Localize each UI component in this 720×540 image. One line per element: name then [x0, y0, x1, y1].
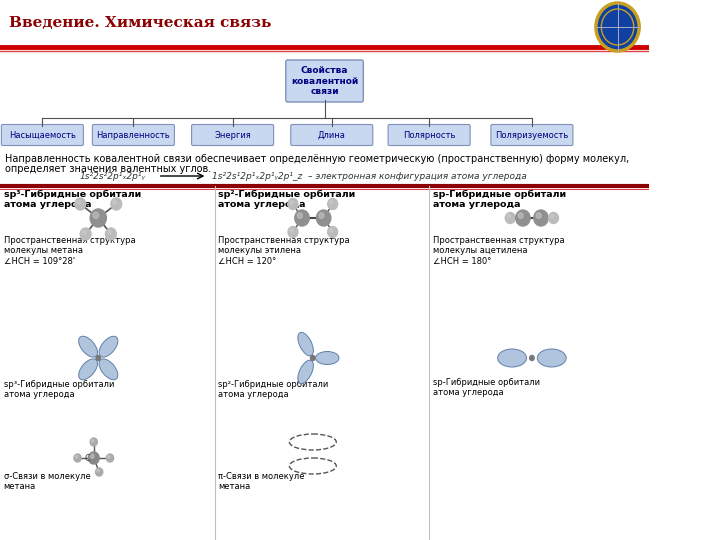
Text: sp-Гибридные орбитали
атома углерода: sp-Гибридные орбитали атома углерода — [433, 190, 566, 210]
Text: 1s²2s²2p¹ₓ2p¹ᵧ: 1s²2s²2p¹ₓ2p¹ᵧ — [80, 172, 145, 181]
Circle shape — [96, 469, 99, 472]
Circle shape — [530, 355, 534, 361]
FancyBboxPatch shape — [286, 60, 364, 102]
Circle shape — [89, 452, 99, 464]
Circle shape — [90, 454, 94, 458]
Circle shape — [107, 230, 111, 234]
Ellipse shape — [99, 359, 118, 380]
Text: определяет значения валентных углов.: определяет значения валентных углов. — [6, 164, 212, 174]
Circle shape — [319, 213, 324, 218]
Ellipse shape — [298, 333, 313, 356]
Text: Поляризуемость: Поляризуемость — [495, 131, 569, 139]
Circle shape — [93, 212, 99, 219]
Text: Полярность: Полярность — [403, 131, 455, 139]
Circle shape — [297, 213, 302, 218]
Circle shape — [330, 200, 333, 204]
Text: sp³-Гибридные орбитали
атома углерода: sp³-Гибридные орбитали атома углерода — [4, 380, 114, 400]
Text: Направленность ковалентной связи обеспечивает определённую геометрическую (прост: Направленность ковалентной связи обеспеч… — [6, 154, 630, 164]
Circle shape — [289, 200, 293, 204]
FancyBboxPatch shape — [1, 125, 84, 145]
Text: Энергия: Энергия — [215, 131, 251, 139]
Circle shape — [96, 468, 103, 476]
Circle shape — [294, 210, 309, 226]
FancyBboxPatch shape — [388, 125, 470, 145]
Circle shape — [316, 210, 331, 226]
Text: Введение. Химическая связь: Введение. Химическая связь — [9, 16, 271, 30]
Text: Направленность: Направленность — [96, 131, 170, 139]
Ellipse shape — [78, 336, 97, 357]
Text: C: C — [85, 454, 91, 463]
Circle shape — [596, 3, 639, 51]
Circle shape — [288, 199, 298, 210]
Text: sp³-Гибридные орбитали
атома углерода: sp³-Гибридные орбитали атома углерода — [4, 190, 141, 210]
Circle shape — [328, 199, 338, 210]
Circle shape — [288, 226, 298, 238]
FancyBboxPatch shape — [192, 125, 274, 145]
Text: sp-Гибридные орбитали
атома углерода: sp-Гибридные орбитали атома углерода — [433, 378, 540, 397]
Text: σ-Связи в молекуле
метана: σ-Связи в молекуле метана — [4, 472, 90, 491]
Text: sp²-Гибридные орбитали
атома углерода: sp²-Гибридные орбитали атома углерода — [218, 190, 356, 210]
Ellipse shape — [99, 336, 118, 357]
Circle shape — [113, 200, 117, 204]
Circle shape — [90, 438, 97, 446]
Circle shape — [289, 228, 293, 232]
FancyBboxPatch shape — [92, 125, 174, 145]
Ellipse shape — [315, 352, 339, 365]
Text: Свойства
ковалентной
связи: Свойства ковалентной связи — [291, 66, 358, 96]
FancyBboxPatch shape — [491, 125, 573, 145]
Text: Насыщаемость: Насыщаемость — [9, 131, 76, 139]
Text: sp²-Гибридные орбитали
атома углерода: sp²-Гибридные орбитали атома углерода — [218, 380, 328, 400]
Circle shape — [91, 440, 94, 442]
Circle shape — [75, 455, 78, 458]
Circle shape — [107, 454, 114, 462]
FancyBboxPatch shape — [291, 125, 373, 145]
Text: π-Связи в молекуле
метана: π-Связи в молекуле метана — [218, 472, 305, 491]
Text: 1s²2s¹2p¹ₓ2p¹ᵧ2p¹_z  – электронная конфигурация атома углерода: 1s²2s¹2p¹ₓ2p¹ᵧ2p¹_z – электронная конфиг… — [212, 172, 526, 181]
Text: Пространственная структура
молекулы ацетилена
∠HCH = 180°: Пространственная структура молекулы ацет… — [433, 236, 564, 266]
Text: Пространственная структура
молекулы метана
∠HCH = 109°28': Пространственная структура молекулы мета… — [4, 236, 135, 266]
Text: Пространственная структура
молекулы этилена
∠HCH = 120°: Пространственная структура молекулы этил… — [218, 236, 350, 266]
Circle shape — [328, 226, 338, 238]
Circle shape — [96, 355, 101, 361]
Circle shape — [105, 228, 117, 240]
Circle shape — [82, 230, 86, 234]
Circle shape — [77, 200, 81, 204]
Circle shape — [108, 455, 110, 458]
Circle shape — [74, 454, 81, 462]
Circle shape — [507, 214, 510, 218]
Ellipse shape — [498, 349, 526, 367]
Circle shape — [505, 213, 516, 224]
Circle shape — [534, 210, 548, 226]
Circle shape — [550, 214, 554, 218]
Ellipse shape — [78, 359, 97, 380]
Text: Длина: Длина — [318, 131, 346, 139]
Circle shape — [549, 213, 559, 224]
Circle shape — [516, 210, 530, 226]
Circle shape — [330, 228, 333, 232]
Circle shape — [111, 198, 122, 210]
Circle shape — [75, 198, 86, 210]
Ellipse shape — [298, 360, 313, 383]
Circle shape — [518, 213, 523, 218]
Circle shape — [536, 213, 541, 218]
Ellipse shape — [537, 349, 566, 367]
Circle shape — [80, 228, 91, 240]
Circle shape — [310, 355, 315, 361]
Circle shape — [90, 209, 107, 227]
